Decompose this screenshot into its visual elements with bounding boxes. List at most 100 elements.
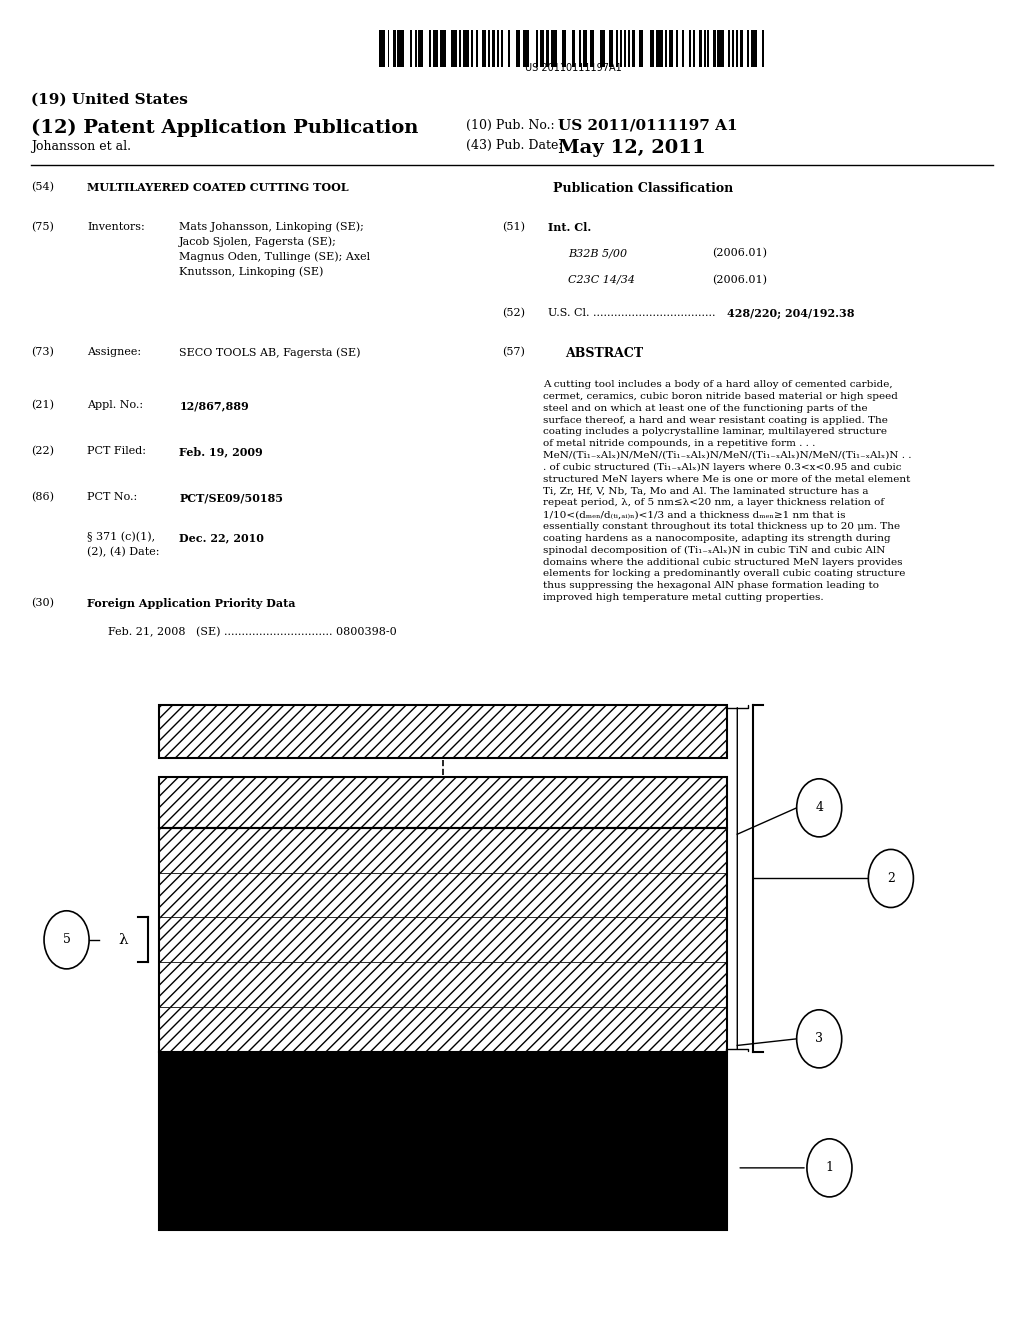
Bar — [429, 30, 431, 67]
Bar — [501, 30, 503, 67]
Bar — [615, 30, 617, 67]
Text: (22): (22) — [31, 446, 53, 457]
Bar — [669, 30, 674, 67]
Bar — [415, 30, 417, 67]
Bar — [433, 30, 438, 67]
Bar — [639, 30, 643, 67]
Text: A cutting tool includes a body of a hard alloy of cemented carbide,
cermet, cera: A cutting tool includes a body of a hard… — [543, 380, 911, 602]
Bar — [762, 30, 764, 67]
Text: Int. Cl.: Int. Cl. — [548, 222, 591, 232]
Text: (2006.01): (2006.01) — [712, 248, 767, 259]
Bar — [600, 30, 605, 67]
Bar — [493, 30, 495, 67]
Text: May 12, 2011: May 12, 2011 — [558, 139, 706, 157]
Text: US 20110111197A1: US 20110111197A1 — [525, 63, 622, 74]
Text: US 2011/0111197 A1: US 2011/0111197 A1 — [558, 119, 737, 133]
Bar — [656, 30, 663, 67]
Bar — [159, 777, 727, 828]
Bar — [508, 30, 510, 67]
Bar — [516, 30, 520, 67]
Circle shape — [44, 911, 89, 969]
Bar — [159, 705, 727, 758]
Text: Feb. 21, 2008   (SE) ............................... 0800398-0: Feb. 21, 2008 (SE) .....................… — [108, 627, 396, 638]
Bar — [159, 1052, 727, 1230]
Bar — [159, 873, 727, 917]
Text: Feb. 19, 2009: Feb. 19, 2009 — [179, 446, 263, 457]
Bar — [628, 30, 630, 67]
Text: (43) Pub. Date:: (43) Pub. Date: — [466, 139, 562, 152]
Text: (86): (86) — [31, 492, 53, 503]
Bar — [159, 828, 727, 1052]
Text: 5: 5 — [62, 933, 71, 946]
Bar — [387, 30, 389, 67]
Text: (19) United States: (19) United States — [31, 92, 187, 107]
Circle shape — [797, 779, 842, 837]
Bar — [159, 828, 727, 873]
Text: (10) Pub. No.:: (10) Pub. No.: — [466, 119, 555, 132]
Text: (30): (30) — [31, 598, 53, 609]
Bar — [547, 30, 549, 67]
Text: Inventors:: Inventors: — [87, 222, 144, 232]
Text: PCT Filed:: PCT Filed: — [87, 446, 146, 457]
Bar — [540, 30, 545, 67]
Bar — [482, 30, 486, 67]
Text: MULTILAYERED COATED CUTTING TOOL: MULTILAYERED COATED CUTTING TOOL — [87, 182, 348, 193]
Circle shape — [807, 1139, 852, 1197]
Text: Johansson et al.: Johansson et al. — [31, 140, 131, 153]
Bar — [699, 30, 701, 67]
Bar — [688, 30, 691, 67]
Text: (12) Patent Application Publication: (12) Patent Application Publication — [31, 119, 418, 137]
Bar — [665, 30, 667, 67]
Bar — [419, 30, 423, 67]
Text: Publication Classification: Publication Classification — [553, 182, 733, 195]
Bar — [488, 30, 490, 67]
Text: 1: 1 — [825, 1162, 834, 1175]
Bar — [460, 30, 461, 67]
Bar — [740, 30, 742, 67]
Bar — [736, 30, 738, 67]
Bar — [551, 30, 557, 67]
Bar — [579, 30, 581, 67]
Bar — [411, 30, 413, 67]
Text: (2006.01): (2006.01) — [712, 275, 767, 285]
Bar — [649, 30, 654, 67]
Text: ABSTRACT: ABSTRACT — [565, 347, 643, 360]
Text: (54): (54) — [31, 182, 53, 193]
Bar — [393, 30, 395, 67]
Bar — [440, 30, 446, 67]
Bar — [159, 917, 727, 962]
Text: (51): (51) — [502, 222, 524, 232]
Text: 428/220; 204/192.38: 428/220; 204/192.38 — [727, 308, 855, 318]
Bar — [714, 30, 716, 67]
Bar — [620, 30, 622, 67]
Text: Mats Johansson, Linkoping (SE);
Jacob Sjolen, Fagersta (SE);
Magnus Oden, Tullin: Mats Johansson, Linkoping (SE); Jacob Sj… — [179, 222, 371, 277]
Text: 4: 4 — [815, 801, 823, 814]
Bar — [682, 30, 684, 67]
Bar — [572, 30, 574, 67]
Bar — [397, 30, 403, 67]
Text: PCT/SE09/50185: PCT/SE09/50185 — [179, 492, 284, 503]
Text: U.S. Cl. ...................................: U.S. Cl. ...............................… — [548, 308, 716, 318]
Bar — [522, 30, 529, 67]
Bar — [728, 30, 730, 67]
Text: Dec. 22, 2010: Dec. 22, 2010 — [179, 532, 264, 543]
Bar — [693, 30, 695, 67]
Text: 12/867,889: 12/867,889 — [179, 400, 249, 411]
Bar — [159, 962, 727, 1007]
Circle shape — [797, 1010, 842, 1068]
Text: B32B 5/00: B32B 5/00 — [568, 248, 628, 259]
Bar — [751, 30, 757, 67]
Bar — [717, 30, 724, 67]
Bar — [676, 30, 678, 67]
Text: Assignee:: Assignee: — [87, 347, 141, 358]
Text: C23C 14/34: C23C 14/34 — [568, 275, 635, 285]
Bar — [746, 30, 750, 67]
Bar — [463, 30, 469, 67]
Bar — [379, 30, 385, 67]
Bar — [590, 30, 594, 67]
Bar — [536, 30, 538, 67]
Text: (21): (21) — [31, 400, 53, 411]
Circle shape — [868, 850, 913, 908]
Text: (57): (57) — [502, 347, 524, 358]
Bar — [703, 30, 706, 67]
